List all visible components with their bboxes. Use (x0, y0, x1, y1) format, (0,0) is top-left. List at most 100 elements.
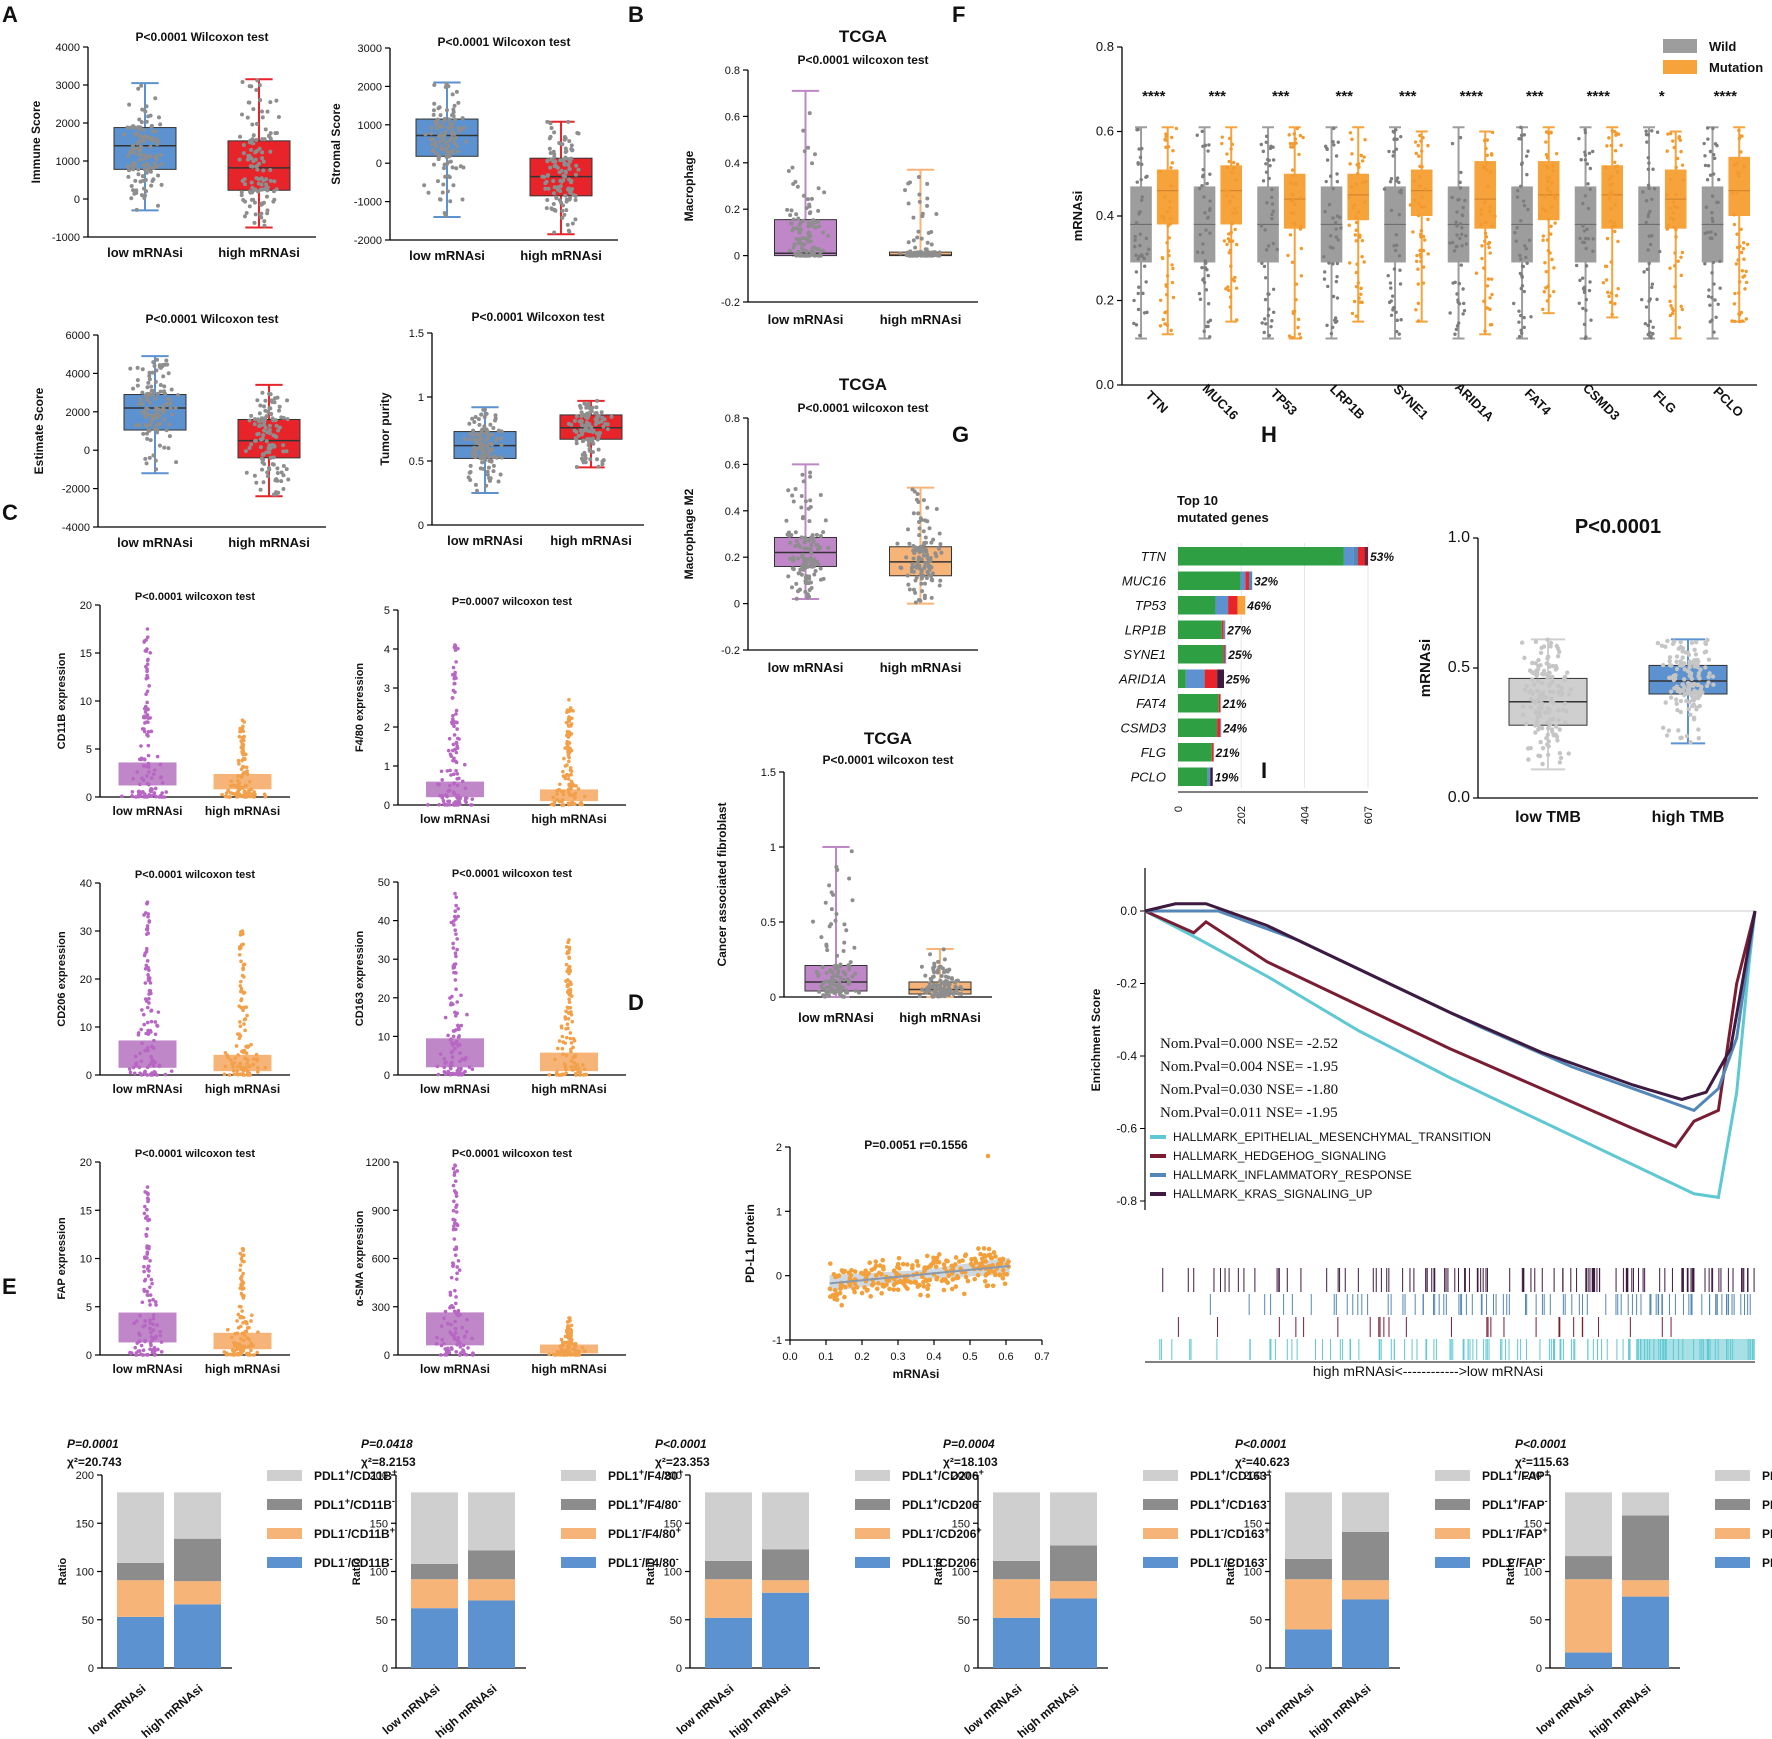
data-point (147, 455, 152, 460)
data-point (1549, 727, 1555, 732)
data-point (912, 489, 917, 494)
data-point (1704, 205, 1709, 209)
data-point (447, 799, 452, 804)
data-point (454, 1350, 458, 1354)
data-point (476, 446, 481, 451)
data-point (131, 167, 136, 172)
data-point (1545, 726, 1551, 731)
data-point (452, 1237, 457, 1241)
y-tick-label: 3000 (358, 43, 382, 55)
data-point (546, 173, 551, 178)
data-point (157, 1063, 162, 1068)
data-point (1548, 251, 1552, 255)
data-point (1658, 249, 1662, 254)
data-point (1538, 739, 1543, 745)
data-point (1695, 657, 1700, 663)
data-point (1674, 165, 1678, 170)
data-point (460, 1325, 465, 1330)
data-point (491, 455, 496, 460)
data-point (1544, 140, 1548, 144)
data-point (249, 84, 254, 89)
data-point (1415, 253, 1419, 258)
data-point (1648, 319, 1652, 324)
data-point (1414, 308, 1418, 312)
data-point (264, 450, 269, 455)
data-point (553, 163, 558, 168)
data-point (900, 1261, 906, 1267)
data-point (149, 384, 154, 389)
data-point (784, 518, 789, 523)
data-point (1655, 297, 1659, 302)
data-point (1519, 313, 1523, 318)
data-point (1553, 221, 1557, 225)
data-point (985, 1153, 991, 1159)
data-point (453, 1301, 458, 1306)
data-point (1264, 140, 1268, 144)
data-point (1234, 178, 1238, 182)
data-point (448, 996, 452, 1000)
data-point (151, 1063, 156, 1068)
data-point (807, 202, 812, 207)
data-point (145, 673, 149, 678)
data-point (453, 800, 458, 804)
data-point (911, 587, 916, 592)
data-point (448, 1290, 453, 1295)
percentage-label: 32% (1254, 575, 1278, 589)
data-point (1322, 277, 1327, 281)
data-point (1138, 333, 1142, 338)
data-point (916, 174, 921, 179)
data-point (545, 119, 550, 124)
data-point (1718, 259, 1722, 264)
data-point (243, 1345, 247, 1350)
data-point (864, 1288, 870, 1293)
data-point (479, 429, 484, 434)
data-point (249, 1341, 254, 1345)
data-point (1530, 677, 1535, 682)
data-point (565, 710, 569, 715)
data-point (145, 1185, 150, 1189)
data-point (148, 1285, 152, 1289)
data-point (813, 225, 818, 230)
data-point (818, 566, 823, 571)
data-point (566, 1011, 571, 1015)
data-point (1512, 301, 1516, 306)
data-point (260, 467, 265, 472)
y-tick-label: 5 (86, 744, 92, 756)
data-point (1665, 638, 1670, 644)
gene-label: MUC16 (1122, 574, 1167, 589)
data-point (565, 951, 569, 956)
data-point (151, 129, 156, 134)
data-point (1588, 280, 1592, 284)
data-point (923, 560, 928, 565)
x-tick-label: 0.0 (782, 1351, 797, 1363)
data-point (451, 946, 456, 950)
data-point (254, 149, 259, 154)
data-point (1556, 690, 1561, 695)
x-axis-label: mRNAsi (893, 1367, 940, 1381)
data-point (829, 922, 834, 927)
data-point (1335, 261, 1340, 266)
data-point (1732, 302, 1737, 306)
data-point (1399, 188, 1403, 193)
data-point (451, 183, 456, 188)
data-point (268, 131, 273, 136)
data-point (1411, 230, 1415, 234)
data-point (1713, 232, 1718, 237)
data-point (151, 391, 156, 396)
data-point (1744, 280, 1749, 285)
data-point (261, 417, 266, 422)
data-point (1650, 282, 1655, 286)
data-point (835, 974, 840, 979)
data-point (1586, 237, 1591, 241)
data-point (1270, 187, 1274, 192)
data-point (1208, 172, 1212, 176)
data-point (1581, 201, 1585, 206)
data-point (140, 390, 145, 395)
data-point (1355, 163, 1359, 167)
data-point (1544, 269, 1548, 274)
data-point (1259, 224, 1264, 228)
data-point (596, 435, 601, 440)
x-tick-label: 0.3 (890, 1351, 905, 1363)
data-point (1198, 232, 1202, 237)
data-point (146, 1274, 151, 1278)
